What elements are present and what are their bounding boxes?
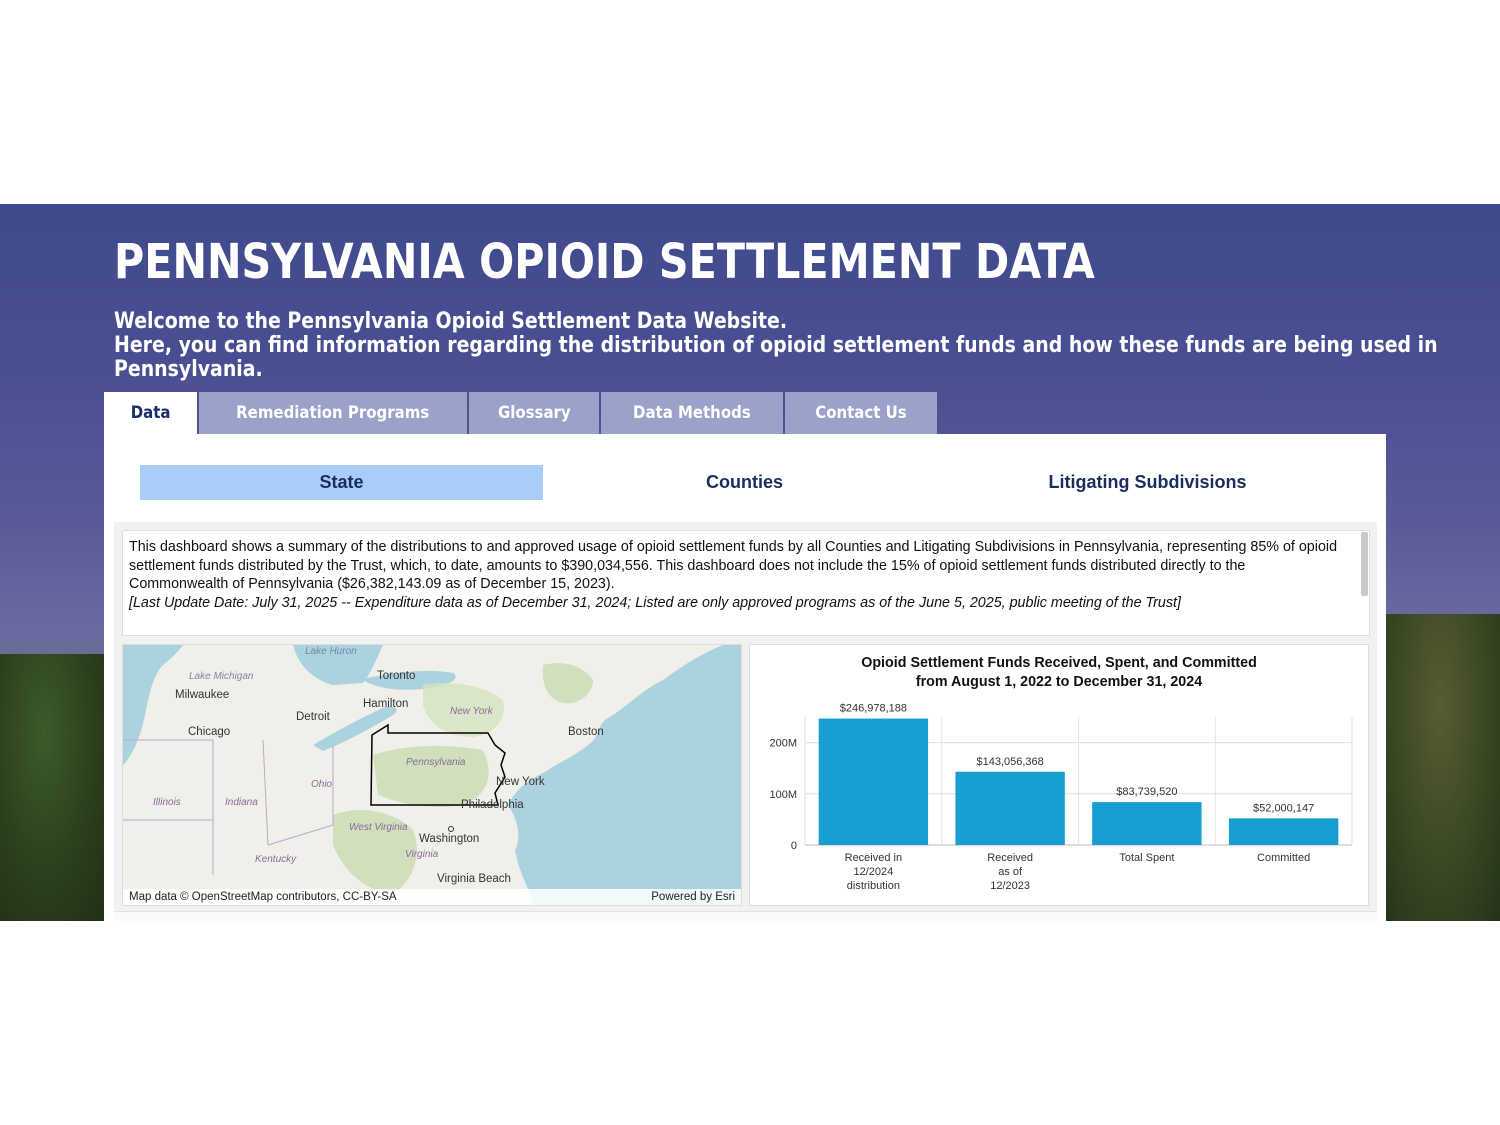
bar	[1092, 802, 1202, 845]
map-label-pennsylvania: Pennsylvania	[406, 757, 466, 768]
map-label-west-virginia: West Virginia	[349, 822, 408, 833]
main-tabs: Data Remediation Programs Glossary Data …	[104, 392, 939, 434]
bar-value-label: $52,000,147	[1253, 802, 1314, 814]
chart-title-line-2: from August 1, 2022 to December 31, 2024	[915, 673, 1203, 690]
tree-background-left	[0, 654, 110, 921]
map-label-lake-michigan: Lake Michigan	[189, 671, 254, 682]
map-label-philadelphia: Philadelphia	[461, 799, 524, 811]
y-tick-label: 100M	[769, 789, 797, 801]
atlantic-ocean-shape	[508, 645, 741, 905]
tab-remediation-programs[interactable]: Remediation Programs	[199, 392, 467, 434]
map-label-detroit: Detroit	[296, 711, 331, 723]
pennsylvania-outline	[370, 723, 506, 806]
map-label-new-york-state: New York	[450, 706, 494, 717]
welcome-line-3: Pennsylvania.	[114, 357, 263, 382]
x-category-label: 12/2024	[853, 866, 893, 878]
map-label-chicago: Chicago	[188, 726, 230, 738]
bar	[1228, 818, 1339, 845]
last-update-note: [Last Update Date: July 31, 2025 -- Expe…	[129, 594, 1181, 611]
bar-value-label: $143,056,368	[976, 756, 1043, 768]
bar	[818, 718, 929, 845]
map-label-lake-huron: Lake Huron	[305, 646, 357, 657]
tree-background-right	[1380, 614, 1500, 921]
map-label-boston: Boston	[568, 726, 604, 738]
forest-pa	[373, 745, 489, 807]
bar-value-label: $246,978,188	[840, 703, 907, 715]
x-category-label: Total Spent	[1119, 852, 1174, 864]
map-label-toronto: Toronto	[377, 670, 415, 682]
powered-by-esri[interactable]: Powered by Esri	[651, 891, 735, 903]
forest-wv	[333, 810, 417, 895]
welcome-line-2: Here, you can find information regarding…	[114, 333, 1438, 358]
subtab-counties[interactable]: Counties	[705, 472, 783, 492]
forest-ne	[542, 663, 593, 704]
x-category-label: Received	[987, 852, 1033, 864]
map-attribution-text: Map data © OpenStreetMap contributors, C…	[129, 891, 397, 903]
page-title: PENNSYLVANIA OPIOID SETTLEMENT DATA	[114, 234, 1095, 290]
welcome-text: Welcome to the Pennsylvania Opioid Settl…	[114, 309, 1438, 382]
bar	[955, 771, 1065, 845]
hero-banner: PENNSYLVANIA OPIOID SETTLEMENT DATA Welc…	[0, 204, 1500, 921]
bar-value-label: $83,739,520	[1116, 786, 1177, 798]
map-label-hamilton: Hamilton	[363, 698, 408, 710]
x-category-label: Received in	[845, 852, 902, 864]
chart-title: Opioid Settlement Funds Received, Spent,…	[750, 654, 1368, 691]
bar-chart: 0 100M 200M $246,978,188 Received in 12/2024 d…	[769, 703, 1353, 892]
x-category-label: Committed	[1257, 852, 1310, 864]
description-text: This dashboard shows a summary of the di…	[129, 539, 1338, 592]
map-label-new-york-city: New York	[496, 776, 545, 788]
lake-michigan-shape	[123, 645, 183, 765]
map-label-milwaukee: Milwaukee	[175, 689, 229, 701]
y-tick-label: 200M	[769, 738, 797, 750]
map-label-illinois: Illinois	[153, 797, 181, 808]
bar-chart-widget: Opioid Settlement Funds Received, Spent,…	[749, 644, 1369, 906]
description-box: This dashboard shows a summary of the di…	[122, 530, 1370, 636]
map-attribution: Map data © OpenStreetMap contributors, C…	[123, 889, 741, 905]
map-widget[interactable]: Lake Huron Lake Michigan Toronto Milwauk…	[122, 644, 742, 906]
map-label-virginia: Virginia	[405, 849, 439, 860]
map-canvas[interactable]: Lake Huron Lake Michigan Toronto Milwauk…	[123, 645, 741, 905]
subtab-state[interactable]: State	[140, 465, 543, 500]
washington-dot	[448, 826, 454, 832]
chart-title-line-1: Opioid Settlement Funds Received, Spent,…	[861, 655, 1257, 671]
x-category-label: 12/2023	[990, 880, 1030, 892]
y-tick-label: 0	[791, 840, 797, 852]
tab-data-methods[interactable]: Data Methods	[601, 392, 783, 434]
state-borders	[123, 739, 334, 875]
dashboard-panel: State Counties Litigating Subdivisions T…	[104, 434, 1386, 921]
x-category-label: as of	[998, 866, 1023, 878]
subtab-litigating-subdivisions[interactable]: Litigating Subdivisions	[1048, 472, 1247, 492]
forest-ny	[423, 683, 504, 737]
tab-contact-us[interactable]: Contact Us	[784, 392, 937, 434]
welcome-line-1: Welcome to the Pennsylvania Opioid Settl…	[114, 309, 788, 334]
tab-glossary[interactable]: Glossary	[468, 392, 600, 434]
next-section-edge	[114, 911, 1377, 921]
map-label-virginia-beach: Virginia Beach	[437, 873, 511, 885]
map-label-kentucky: Kentucky	[255, 854, 297, 865]
tab-data[interactable]: Data	[104, 392, 198, 434]
map-label-washington: Washington	[419, 833, 479, 845]
map-label-ohio: Ohio	[311, 779, 333, 790]
x-category-label: distribution	[847, 880, 900, 892]
description-scrollbar[interactable]	[1361, 532, 1368, 596]
lake-erie-shape	[313, 706, 397, 751]
sub-tabs: State Counties Litigating Subdivisions	[140, 465, 1350, 501]
map-label-indiana: Indiana	[225, 797, 258, 808]
lake-huron-shape	[293, 645, 383, 685]
